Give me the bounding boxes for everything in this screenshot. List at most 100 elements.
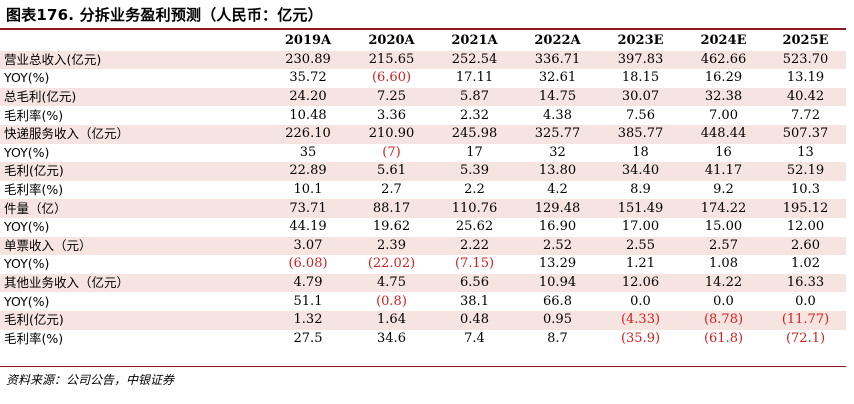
table-row: 快递服务收入（亿元） 226.10 210.90 245.98 325.77 385.77… bbox=[0, 124, 846, 144]
value-cell: (6.08) bbox=[288, 256, 328, 272]
value-cell: 2.60 bbox=[765, 236, 846, 256]
row-label: YOY(%) bbox=[4, 70, 50, 86]
value-cell: 151.49 bbox=[599, 199, 682, 218]
value-cell: 1.02 bbox=[791, 256, 820, 272]
value-cell: 35 bbox=[299, 144, 317, 160]
value-cell: (6.60) bbox=[371, 70, 412, 86]
value-cell: (7.15) bbox=[454, 256, 495, 272]
value-cell: 52.19 bbox=[765, 162, 846, 181]
row-label: 毛利率(%) bbox=[4, 107, 64, 123]
value-cell: 66.8 bbox=[543, 293, 572, 309]
value-cell: 10.48 bbox=[289, 107, 327, 123]
row-label: 件量（亿） bbox=[0, 199, 266, 218]
value-cell: 16 bbox=[715, 144, 732, 160]
header-year: 2021A bbox=[451, 33, 498, 49]
value-cell: 16.90 bbox=[538, 219, 577, 235]
value-cell: 22.89 bbox=[266, 162, 350, 181]
value-cell: 4.38 bbox=[543, 107, 572, 123]
value-cell: 10.3 bbox=[791, 182, 820, 198]
value-cell: 14.75 bbox=[516, 87, 599, 107]
row-label: 营业总收入(亿元) bbox=[0, 50, 266, 70]
table-row: YOY(%) (6.08) (22.02) (7.15) 13.29 1.21 1.08 1.… bbox=[0, 255, 846, 274]
top-rule bbox=[0, 28, 846, 30]
header-row: 2019A 2020A 2021A 2022A 2023E 2024E 2025… bbox=[0, 32, 846, 51]
header-label-cell bbox=[0, 32, 266, 51]
value-cell: 4.75 bbox=[350, 273, 433, 293]
value-cell: 2.22 bbox=[433, 236, 516, 256]
value-cell: 38.1 bbox=[460, 293, 489, 309]
table-row: YOY(%) 51.1 (0.8) 38.1 66.8 0.0 0.0 0.0 bbox=[0, 292, 846, 311]
value-cell: 13.80 bbox=[516, 162, 599, 181]
value-cell: 17.00 bbox=[621, 219, 660, 235]
table-row: 营业总收入(亿元) 230.89 215.65 252.54 336.71 397.83 4… bbox=[0, 50, 846, 70]
value-cell: 2.55 bbox=[599, 236, 682, 256]
header-year: 2024E bbox=[700, 33, 747, 49]
value-cell: 40.42 bbox=[765, 87, 846, 107]
value-cell: 2.52 bbox=[516, 236, 599, 256]
value-cell: 32 bbox=[549, 144, 566, 160]
value-cell: 1.21 bbox=[626, 256, 655, 272]
value-cell: 1.08 bbox=[709, 256, 738, 272]
value-cell: 18 bbox=[632, 144, 649, 160]
value-cell: 2.7 bbox=[381, 182, 402, 198]
table-row: 单票收入（元） 3.07 2.39 2.22 2.52 2.55 2.57 2.60 bbox=[0, 236, 846, 256]
header-year: 2020A bbox=[368, 33, 415, 49]
value-cell: 2.32 bbox=[460, 107, 489, 123]
source-note: 资料来源：公司公告，中银证券 bbox=[6, 373, 175, 387]
value-cell: 325.77 bbox=[516, 124, 599, 144]
value-cell: 19.62 bbox=[372, 219, 411, 235]
value-cell: (8.78) bbox=[682, 310, 765, 330]
row-label: 快递服务收入（亿元） bbox=[0, 124, 266, 144]
value-cell: 10.1 bbox=[293, 182, 323, 198]
value-cell: 15.00 bbox=[704, 219, 743, 235]
table-row: 毛利(亿元) 1.32 1.64 0.48 0.95 (4.33) (8.78) (11.77… bbox=[0, 310, 846, 330]
row-label: 毛利(亿元) bbox=[0, 310, 266, 330]
value-cell: 230.89 bbox=[266, 50, 350, 70]
table-row: 其他业务收入（亿元） 4.79 4.75 6.56 10.94 12.06 14.22 16.… bbox=[0, 273, 846, 293]
value-cell: 10.94 bbox=[516, 273, 599, 293]
value-cell: 34.40 bbox=[599, 162, 682, 181]
value-cell: 34.6 bbox=[377, 330, 406, 346]
value-cell: 129.48 bbox=[516, 199, 599, 218]
table-row: 毛利(亿元) 22.89 5.61 5.39 13.80 34.40 41.17 52.19 bbox=[0, 162, 846, 181]
value-cell: 25.62 bbox=[455, 219, 494, 235]
row-label: 其他业务收入（亿元） bbox=[0, 273, 266, 293]
value-cell: 0.0 bbox=[795, 293, 816, 309]
value-cell: 174.22 bbox=[682, 199, 765, 218]
value-cell: 44.19 bbox=[289, 219, 327, 235]
value-cell: 5.61 bbox=[350, 162, 433, 181]
value-cell: 30.07 bbox=[599, 87, 682, 107]
value-cell: 397.83 bbox=[599, 50, 682, 70]
table-row: 毛利率(%) 27.5 34.6 7.4 8.7 (35.9) (61.8) (72.1) bbox=[0, 330, 846, 349]
row-label: 单票收入（元） bbox=[0, 236, 266, 256]
value-cell: 3.07 bbox=[266, 236, 350, 256]
value-cell: 27.5 bbox=[293, 330, 323, 346]
bottom-rule bbox=[0, 366, 846, 367]
value-cell: 73.71 bbox=[266, 199, 350, 218]
value-cell: 7.00 bbox=[709, 107, 738, 123]
header-year: 2019A bbox=[284, 33, 332, 49]
value-cell: 18.15 bbox=[621, 70, 660, 86]
header-year: 2022A bbox=[534, 33, 581, 49]
value-cell: (22.02) bbox=[367, 256, 416, 272]
table-title: 图表176. 分拆业务盈利预测（人民币：亿元） bbox=[6, 6, 323, 24]
value-cell: 4.79 bbox=[266, 273, 350, 293]
table-row: 毛利率(%) 10.48 3.36 2.32 4.38 7.56 7.00 7.72 bbox=[0, 106, 846, 125]
value-cell: 462.66 bbox=[682, 50, 765, 70]
value-cell: 1.32 bbox=[266, 310, 350, 330]
row-label: YOY(%) bbox=[4, 219, 50, 235]
value-cell: 13 bbox=[797, 144, 814, 160]
value-cell: 12.00 bbox=[786, 219, 825, 235]
value-cell: 16.29 bbox=[704, 70, 743, 86]
table-row: YOY(%) 35.72 (6.60) 17.11 32.61 18.15 16.29 13.… bbox=[0, 69, 846, 88]
row-label: 毛利率(%) bbox=[4, 330, 64, 346]
value-cell: (0.8) bbox=[376, 293, 407, 309]
value-cell: 110.76 bbox=[433, 199, 516, 218]
header-year: 2023E bbox=[617, 33, 664, 49]
table-row: 总毛利(亿元) 24.20 7.25 5.87 14.75 30.07 32.38 40.42 bbox=[0, 87, 846, 107]
value-cell: (4.33) bbox=[599, 310, 682, 330]
value-cell: 0.0 bbox=[713, 293, 734, 309]
value-cell: (11.77) bbox=[765, 310, 846, 330]
table-row: 毛利率(%) 10.1 2.7 2.2 4.2 8.9 9.2 10.3 bbox=[0, 181, 846, 200]
table-row: 件量（亿） 73.71 88.17 110.76 129.48 151.49 174.22 1… bbox=[0, 199, 846, 218]
